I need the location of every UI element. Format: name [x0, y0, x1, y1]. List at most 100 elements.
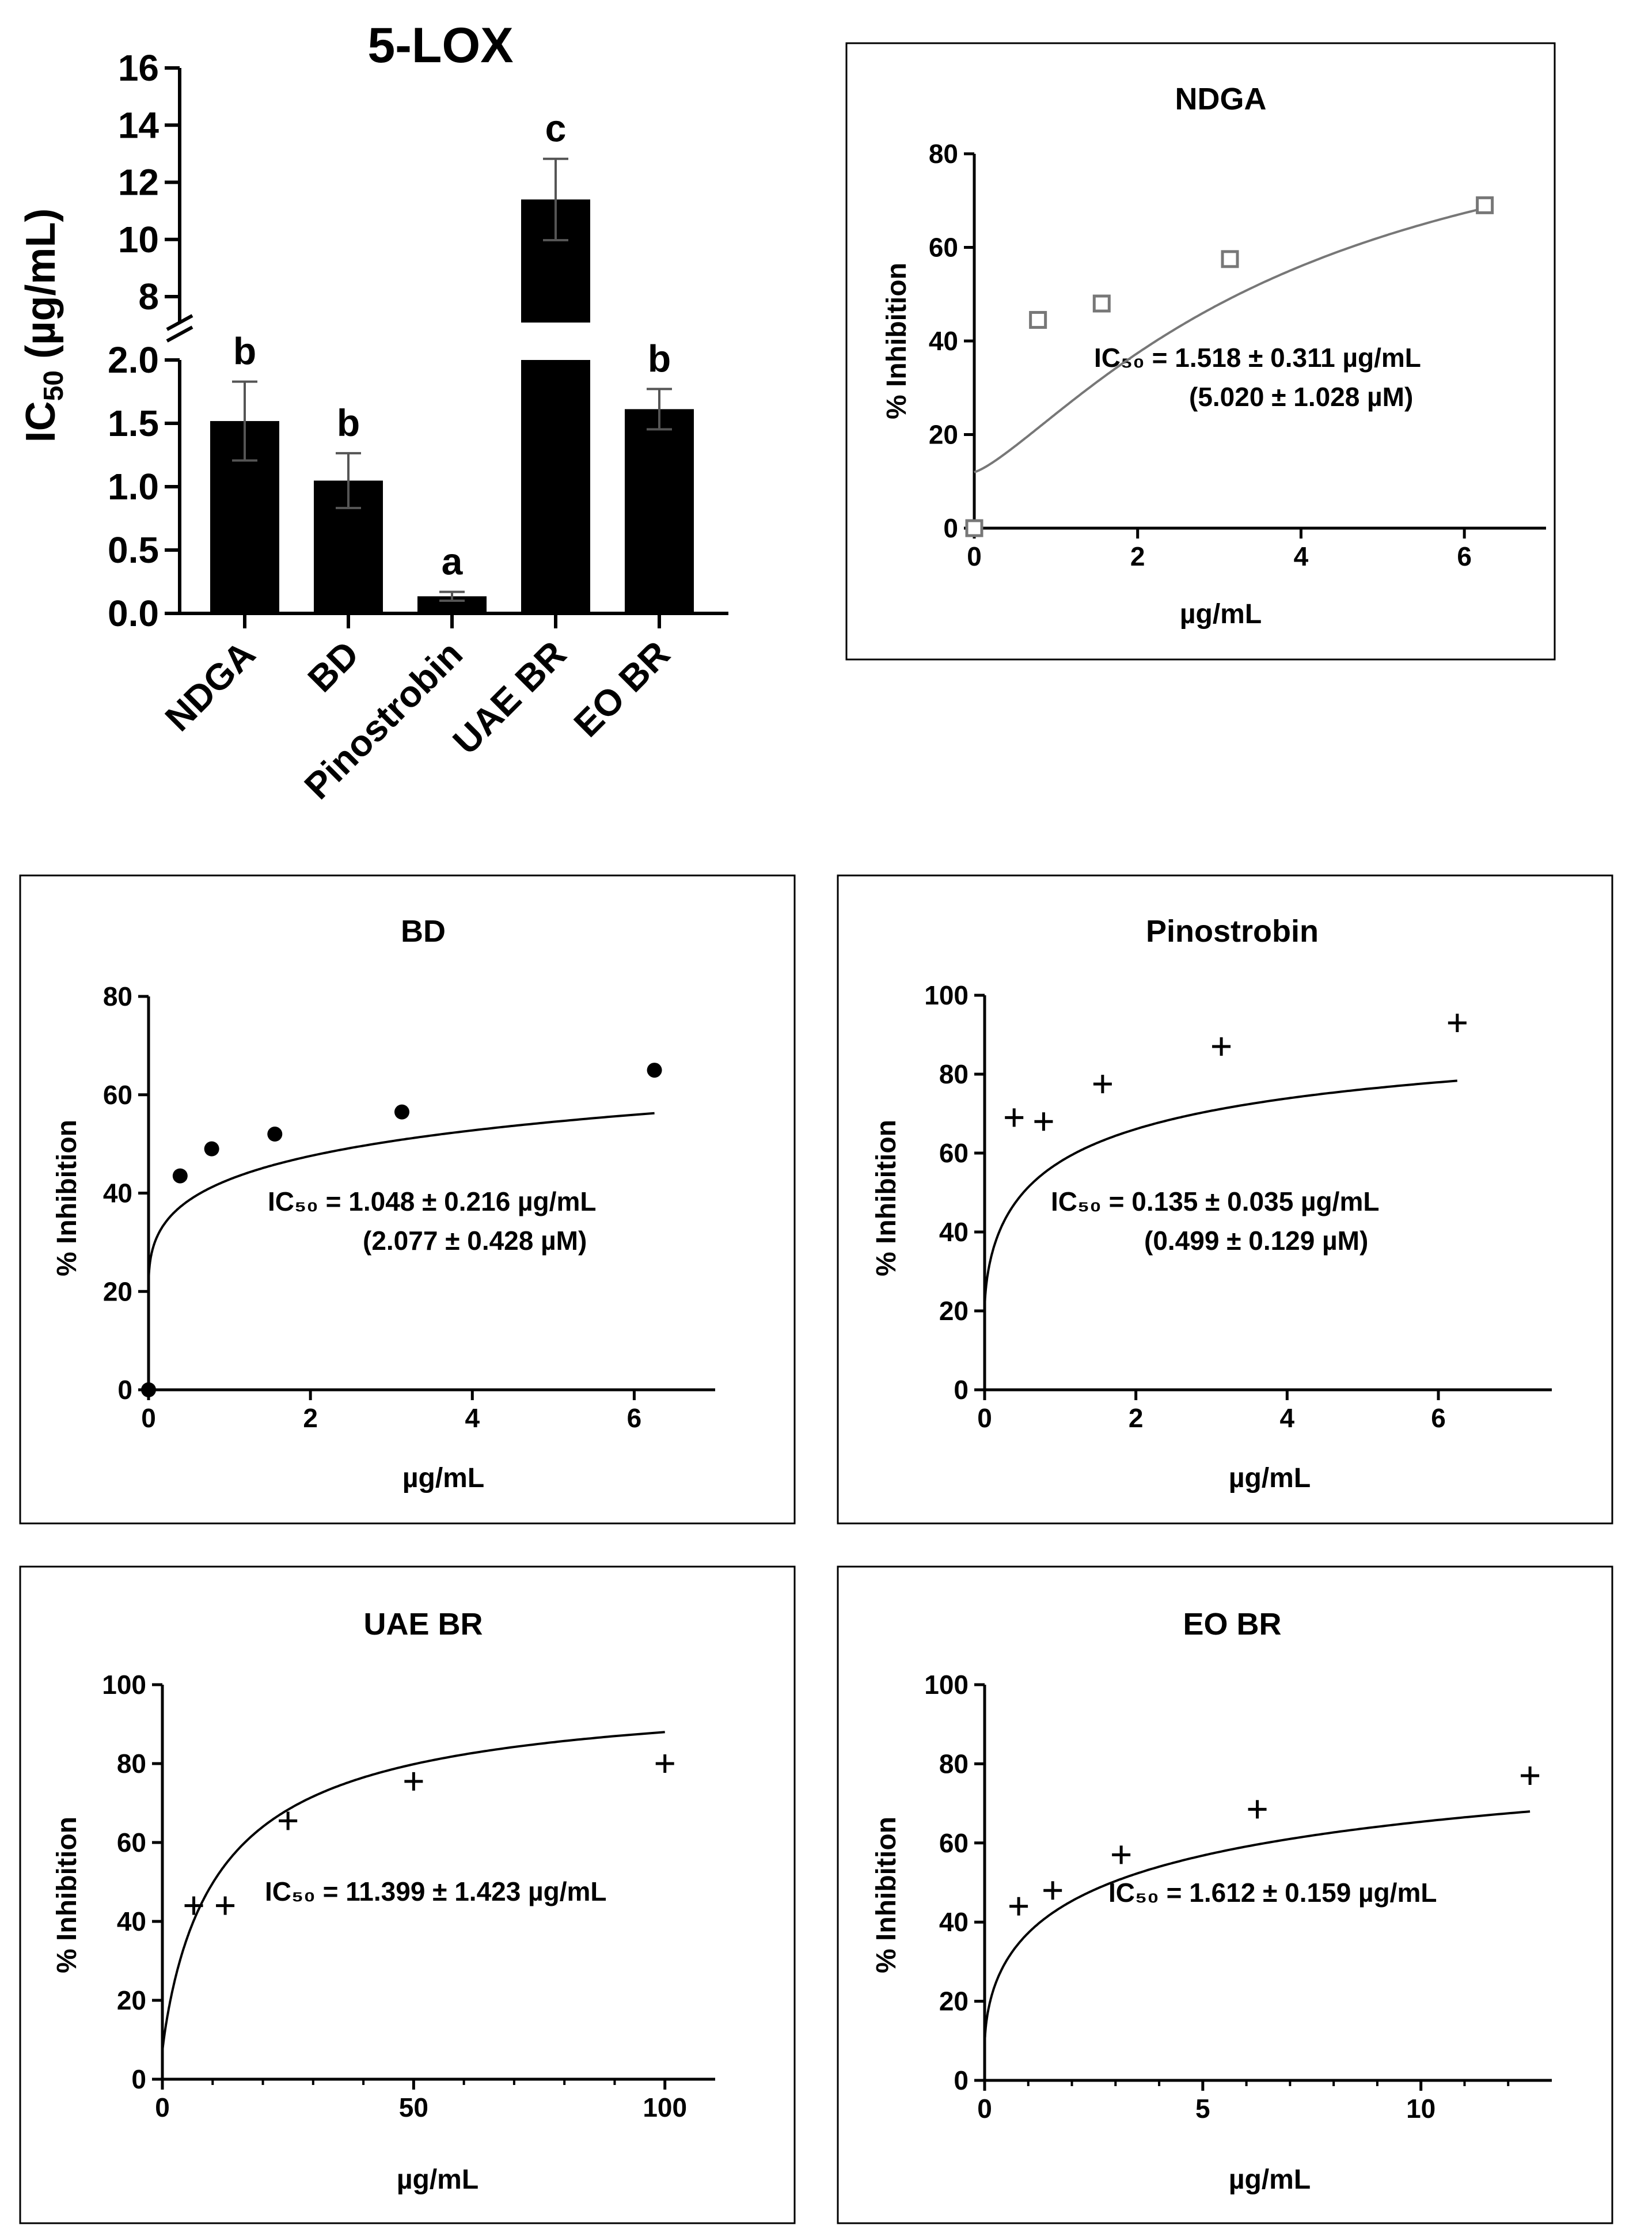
panel-frame [19, 1565, 796, 2224]
panel-xlabel: µg/mL [402, 1463, 484, 1493]
y-tick-label: 12 [118, 162, 159, 203]
x-tick-label: 5 [1195, 2094, 1210, 2124]
panel-xlabel: µg/mL [1180, 599, 1262, 630]
data-point [655, 1754, 674, 1773]
bar [625, 409, 694, 613]
panel-frame [19, 874, 796, 1525]
y-tick-label: 80 [939, 1749, 969, 1779]
y-tick-label: 20 [117, 1985, 146, 2015]
x-tick-label: 6 [627, 1403, 642, 1433]
plot-area: 0 50 100 0 20 40 60 80 100 [102, 1670, 715, 2122]
y-tick-label: 16 [118, 47, 159, 89]
data-point [1005, 1108, 1024, 1127]
data-point [1093, 1075, 1112, 1094]
y-tick-label: 1.0 [108, 466, 159, 507]
y-tick-label: 1.5 [108, 403, 159, 444]
x-tick-label: 0 [967, 541, 982, 571]
data-point [647, 1063, 662, 1078]
panel-title: NDGA [1175, 82, 1267, 116]
y-tick-label: 20 [103, 1276, 132, 1306]
data-point [1009, 1897, 1028, 1916]
x-tick-label: 2 [1130, 541, 1145, 571]
y-tick-label: 20 [929, 420, 958, 450]
significance-letter: b [337, 401, 360, 444]
data-point [1212, 1037, 1231, 1056]
x-tick-label: 0 [141, 1403, 156, 1433]
panel-ylabel: % Inhibition [871, 1817, 902, 1973]
fit-curve [983, 1810, 1531, 2049]
x-tick-label: 6 [1457, 541, 1472, 571]
bar-error-bars [232, 157, 672, 602]
significance-letter: c [545, 107, 567, 150]
y-tick-label: 40 [117, 1906, 146, 1936]
y-tick-label: 80 [939, 1059, 969, 1089]
panel-title: Pinostrobin [1146, 914, 1319, 949]
y-tick-label: 100 [102, 1670, 146, 1700]
x-category-label: UAE BR [445, 633, 574, 762]
data-point [404, 1772, 423, 1791]
y-tick-label: 40 [939, 1907, 969, 1937]
x-tick-label: 6 [1431, 1403, 1446, 1433]
data-point [1221, 250, 1239, 268]
y-tick-label: 80 [117, 1749, 146, 1779]
data-point [267, 1127, 283, 1142]
axis-break-mark [166, 325, 193, 343]
y-tick-label: 14 [118, 104, 159, 146]
significance-letter: b [233, 330, 256, 373]
molar-text: (5.020 ± 1.028 µM) [1189, 382, 1413, 412]
panel-ndga: NDGA µg/mL % Inhibition IC₅₀ = 1.518 ± 0… [845, 42, 1556, 661]
x-tick-label: 0 [977, 2094, 992, 2124]
y-tick-label: 60 [939, 1138, 969, 1168]
bar-series [210, 199, 694, 613]
y-tick-label: 10 [118, 219, 159, 260]
fit-curve [983, 1079, 1457, 1311]
panel-title: UAE BR [363, 1607, 483, 1641]
significance-letter: b [648, 337, 671, 380]
molar-text: (2.077 ± 0.428 µM) [363, 1226, 587, 1256]
bar-significance-letters: b b a c b [233, 107, 671, 583]
panel-ylabel: % Inhibition [52, 1120, 82, 1276]
y-tick-label: 60 [117, 1828, 146, 1857]
molar-text: (0.499 ± 0.129 µM) [1144, 1226, 1368, 1256]
data-point [216, 1896, 235, 1915]
x-tick-label: 0 [155, 2092, 170, 2122]
panel-xlabel: µg/mL [1229, 2164, 1311, 2195]
data-point [1112, 1845, 1131, 1864]
panel-frame [845, 42, 1556, 661]
x-tick-label: 4 [1294, 541, 1309, 571]
panel-title: EO BR [1183, 1607, 1281, 1641]
axis-break-mark [166, 314, 193, 331]
bar-chart-title: 5-LOX [367, 18, 513, 73]
y-tick-label: 40 [929, 326, 958, 356]
data-point [1521, 1766, 1540, 1785]
x-tick-label: 4 [1280, 1403, 1295, 1433]
fit-curve [147, 1112, 655, 1292]
significance-letter: a [442, 540, 464, 583]
panel-xlabel: µg/mL [397, 2164, 478, 2195]
data-point [204, 1141, 219, 1157]
y-tick-label: 0 [131, 2064, 146, 2094]
x-tick-label: 2 [1129, 1403, 1144, 1433]
data-point [172, 1168, 188, 1184]
ic50-text: IC₅₀ = 1.048 ± 0.216 µg/mL [268, 1186, 596, 1216]
y-tick-label: 0 [954, 2065, 969, 2095]
y-tick-label: 80 [103, 981, 132, 1011]
data-point [1092, 294, 1111, 313]
x-tick-label: 100 [643, 2092, 687, 2122]
panel-eo-br: EO BR µg/mL % Inhibition IC₅₀ = 1.612 ± … [837, 1565, 1613, 2224]
panel-ylabel: % Inhibition [871, 1120, 902, 1276]
ic50-text: IC₅₀ = 11.399 ± 1.423 µg/mL [265, 1876, 607, 1906]
x-category-label: BD [300, 633, 367, 700]
x-tick-label: 10 [1406, 2094, 1435, 2124]
bar-lower-segment [521, 360, 590, 613]
y-tick-label: 40 [939, 1217, 969, 1247]
panel-title: BD [401, 914, 446, 949]
panel-bd: BD µg/mL % Inhibition IC₅₀ = 1.048 ± 0.2… [19, 874, 796, 1525]
data-point [1029, 310, 1047, 329]
data-point [1043, 1881, 1062, 1900]
